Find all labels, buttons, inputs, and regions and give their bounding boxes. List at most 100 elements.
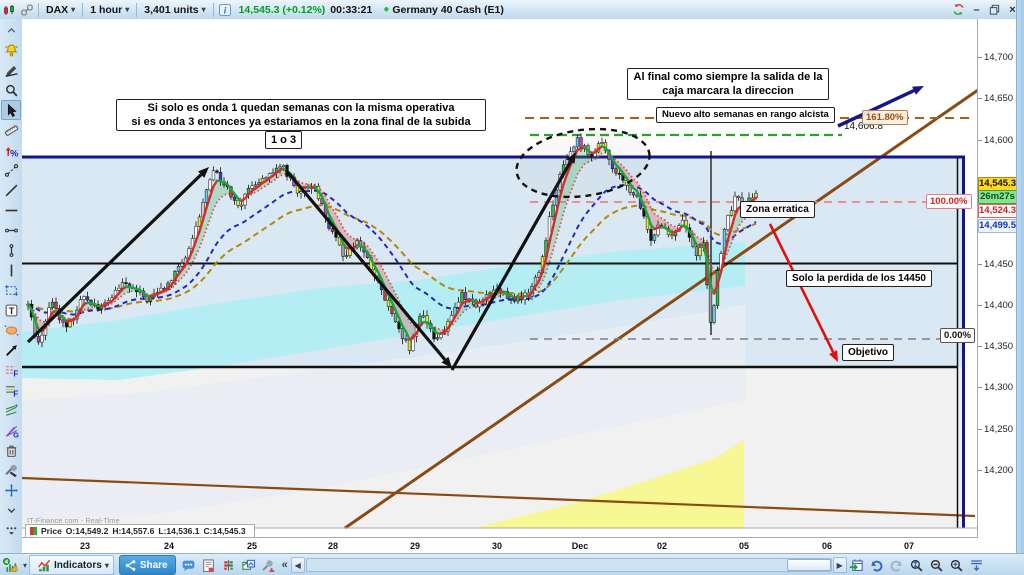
collapse-scrollbar-icon[interactable]: «: [281, 559, 288, 571]
info-icon[interactable]: i: [217, 2, 233, 18]
chart-settings-icon[interactable]: [260, 556, 278, 574]
move-chart-icon[interactable]: [1, 480, 21, 500]
close-button[interactable]: ×: [1009, 3, 1016, 16]
draw-pencil-icon[interactable]: [1, 60, 21, 80]
fib-100-label[interactable]: 100.00%: [926, 194, 972, 209]
more-options-icon[interactable]: [1, 520, 21, 540]
trend-line-icon[interactable]: [1, 180, 21, 200]
vertical-segment-icon[interactable]: [1, 240, 21, 260]
chat-messages-icon[interactable]: [180, 556, 198, 574]
chart-windows-icon[interactable]: [240, 556, 258, 574]
undo-icon[interactable]: [868, 556, 886, 574]
chart-list-icon[interactable]: 4: [1, 556, 19, 574]
timeframe-selector[interactable]: 1 hour ▾: [85, 1, 134, 18]
horizontal-segment-icon[interactable]: [1, 220, 21, 240]
zoom-selection-icon[interactable]: [908, 556, 926, 574]
time-axis-label: 25: [246, 541, 258, 551]
news-feed-icon[interactable]: [200, 556, 218, 574]
window-controls: – ×: [948, 2, 1024, 17]
time-axis-label: 30: [491, 541, 503, 551]
svg-text:T: T: [8, 306, 14, 316]
rectangle-tool-icon[interactable]: [1, 280, 21, 300]
scroll-left-button[interactable]: ◀: [290, 557, 305, 573]
link-instrument-icon[interactable]: [19, 2, 35, 18]
toolbar-icon-group: [847, 556, 987, 574]
weekly-high-price-label[interactable]: 14,606.8: [844, 121, 883, 132]
ruler-measure-icon[interactable]: [1, 120, 21, 140]
drawing-settings-icon[interactable]: [1, 460, 21, 480]
sync-icon[interactable]: [951, 2, 966, 17]
restore-button[interactable]: [987, 2, 1002, 17]
legend-open: O:14,549.2: [65, 526, 109, 536]
ohlc-legend: Price O:14,549.2 H:14,557.6 L:14,536.1 C…: [25, 524, 255, 538]
note-wave-1-or-3[interactable]: 1 o 3: [265, 131, 303, 149]
symbol-label: DAX: [46, 3, 69, 16]
fib-projection-icon[interactable]: F: [1, 380, 21, 400]
column-width-icon[interactable]: [968, 556, 986, 574]
note-box-breakout[interactable]: Al final como siempre la salida de la ca…: [627, 68, 829, 100]
price-chart[interactable]: [21, 19, 979, 537]
chevron-down-icon: ▾: [104, 560, 109, 570]
chevron-down-icon[interactable]: ▾: [23, 560, 28, 570]
zoom-search-icon[interactable]: [1, 80, 21, 100]
multi-trendline-icon[interactable]: [1, 400, 21, 420]
title-bar: DAX ▾ 1 hour ▾ 3,401 units ▾ i 14,545.3 (+0…: [0, 0, 1024, 20]
candle-legend-icon: [30, 527, 37, 535]
note-loss-14450[interactable]: Solo la perdida de los 14450: [786, 270, 932, 287]
arrow-tool-icon[interactable]: [1, 340, 21, 360]
candlestick-chart-icon[interactable]: [1, 2, 17, 18]
alarm-bell-icon[interactable]: [1, 40, 21, 60]
chevron-down-icon: ▾: [201, 5, 206, 14]
go-to-date-icon[interactable]: [848, 556, 866, 574]
legend-high: H:14,557.6: [112, 526, 155, 536]
symbol-selector[interactable]: DAX ▾: [41, 1, 80, 18]
legend-label: Price: [41, 526, 62, 536]
gann-fan-icon[interactable]: G: [1, 420, 21, 440]
indicators-button[interactable]: Indicators ▾: [29, 555, 114, 575]
zoom-out-icon[interactable]: [928, 556, 946, 574]
price-tick-mark: [978, 98, 982, 100]
toolbar-chevron-icon[interactable]: [1, 500, 21, 520]
collapse-toolbar-icon[interactable]: [1, 20, 21, 40]
fib-0-label[interactable]: 0.00%: [940, 328, 975, 343]
redo-icon[interactable]: [888, 556, 906, 574]
percent-change-icon[interactable]: %: [1, 140, 21, 160]
svg-text:4: 4: [4, 559, 8, 565]
time-axis[interactable]: 23 24 25 28 29 30 Dec 02 05 06 07: [22, 537, 978, 554]
note-new-weekly-high[interactable]: Nuevo alto semanas en rango alcista: [656, 107, 835, 123]
zoom-in-icon[interactable]: [948, 556, 966, 574]
minimize-button[interactable]: –: [973, 3, 980, 16]
note-target[interactable]: Objetivo: [842, 344, 895, 361]
note-elliott-wave[interactable]: Si solo es onda 1 quedan semanas con la …: [116, 99, 486, 131]
time-axis-label: 24: [163, 541, 175, 551]
horizontal-line-icon[interactable]: [1, 200, 21, 220]
price-tick-label: 14,600: [984, 134, 1014, 146]
chevron-down-icon: ▾: [125, 5, 130, 14]
cursor-pointer-icon[interactable]: [1, 100, 21, 120]
fib-retracement-icon[interactable]: F: [1, 360, 21, 380]
drawing-toolbar: % T F F G: [0, 19, 23, 554]
vertical-line-icon[interactable]: [1, 260, 21, 280]
scrollbar-track[interactable]: [305, 558, 832, 572]
ellipse-tool-icon[interactable]: [1, 320, 21, 340]
last-price: 14,545.3 (+0.12%): [238, 3, 326, 16]
price-tick-mark: [978, 387, 982, 389]
share-button[interactable]: Share: [118, 555, 176, 575]
fib-161-label[interactable]: 161.80%: [862, 110, 908, 125]
price-axis[interactable]: 14,700 14,650 14,600 14,450 14,400 14,350 14,3…: [978, 19, 1017, 537]
order-book-icon[interactable]: [220, 556, 238, 574]
scroll-right-button[interactable]: ▶: [832, 557, 847, 573]
segment-points-icon[interactable]: [1, 160, 21, 180]
note-erratic-zone[interactable]: Zona erratica: [740, 201, 815, 218]
vertical-scrollbar[interactable]: [1016, 0, 1024, 575]
time-axis-label: 02: [656, 541, 668, 551]
delete-drawing-icon[interactable]: [1, 440, 21, 460]
level-tag: 14,499.5: [978, 219, 1017, 233]
bottom-toolbar: 4 ▾ Indicators ▾ Share « ◀ ▶: [0, 553, 1024, 575]
units-selector[interactable]: 3,401 units ▾: [139, 1, 210, 18]
text-tool-icon[interactable]: T: [1, 300, 21, 320]
feed-status-icon: ●: [383, 4, 390, 15]
time-axis-label: 05: [738, 541, 750, 551]
svg-text:F: F: [13, 389, 18, 398]
scrollbar-thumb[interactable]: [786, 559, 831, 571]
